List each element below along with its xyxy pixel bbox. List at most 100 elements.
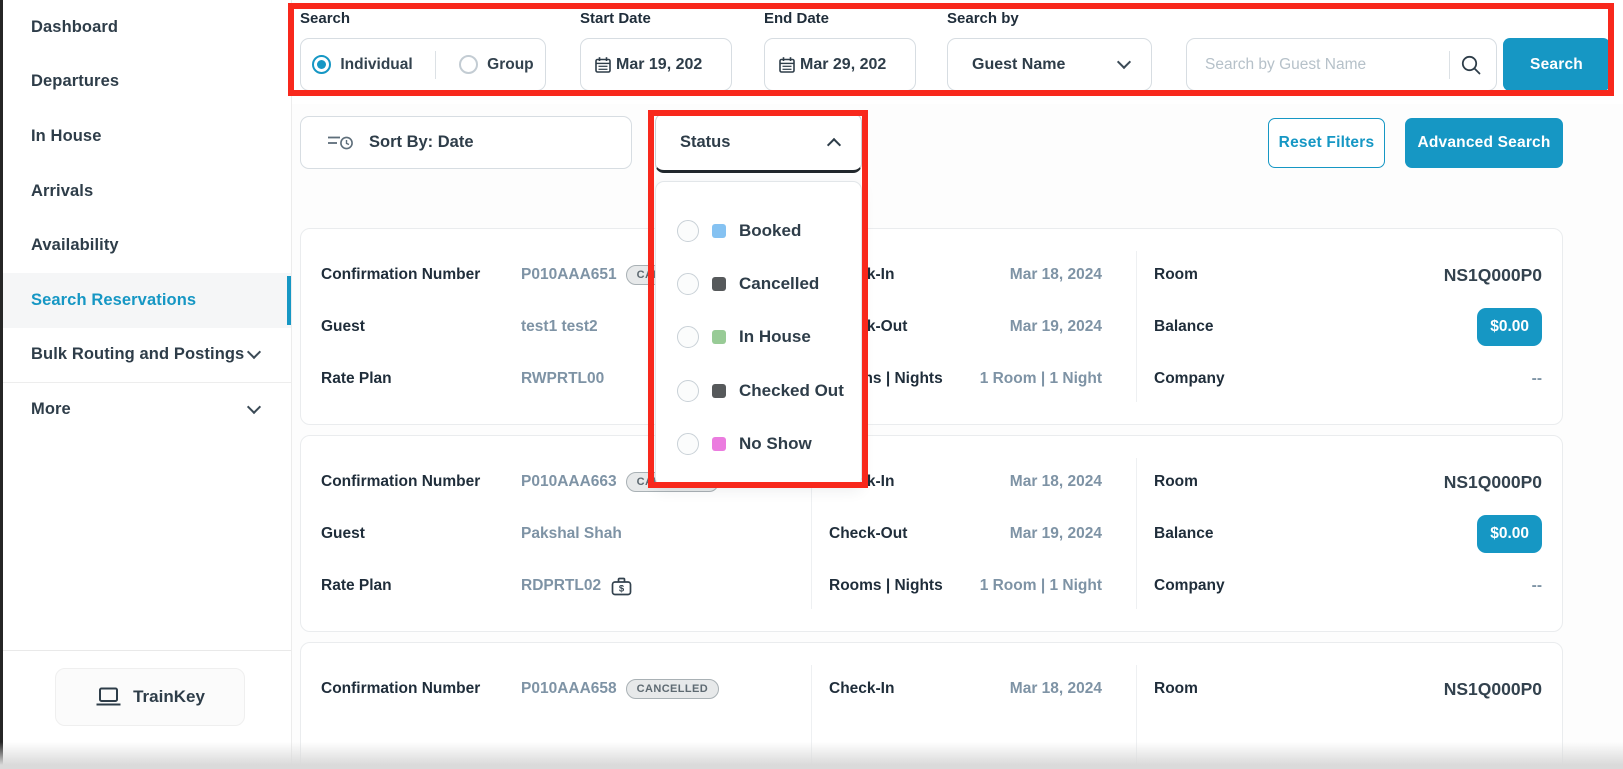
search-by-select[interactable]: Guest Name [947,38,1152,91]
booked-color-swatch [712,223,726,238]
sidebar-item-search-reservations[interactable]: Search Reservations [3,272,291,328]
check-in-date: Mar 18, 2024 [1009,266,1102,283]
status-option-cancelled[interactable]: Cancelled [656,257,861,310]
rooms-nights-value: 1 Room | 1 Night [979,370,1102,387]
sort-by-date-icon [328,136,353,149]
confirmation-number: P010AAA663 [521,473,617,490]
status-option-radio[interactable] [677,273,699,296]
sort-by-label: Sort By: Date [369,133,474,151]
individual-radio-option[interactable]: Individual [312,55,413,74]
status-option-label: In House [739,327,811,347]
sidebar-item-label: More [31,400,71,419]
search-button[interactable]: Search [1503,38,1610,91]
company-label: Company [1154,370,1225,387]
card-room-column: Room NS1Q000P0 Balance $0.00 Company -- [1136,229,1562,424]
status-filter-dropdown[interactable]: Status [655,113,862,173]
card-room-column: Room NS1Q000P0 Balance $0.00 Company -- [1136,436,1562,631]
status-option-booked[interactable]: Booked [656,204,861,257]
sidebar-item-departures[interactable]: Departures [3,55,291,110]
rate-plan-label: Rate Plan [321,370,392,387]
room-label: Room [1154,266,1198,283]
check-in-date: Mar 18, 2024 [1009,473,1102,490]
confirmation-label: Confirmation Number [321,266,481,283]
trainkey-label: TrainKey [133,687,205,706]
room-code: NS1Q000P0 [1443,471,1542,492]
sidebar-item-label: Availability [31,236,119,255]
status-dropdown-panel: Booked Cancelled In House Checked Out No… [655,181,862,487]
chevron-up-icon [826,137,842,153]
company-value: -- [1531,370,1542,387]
cancelled-color-swatch [712,277,726,292]
search-by-label: Search by [947,10,1019,27]
sidebar-item-bulk-routing-and-postings[interactable]: Bulk Routing and Postings [3,328,291,383]
sidebar-item-more[interactable]: More [3,382,291,437]
status-badge: CANCELLED [625,679,720,699]
balance-label: Balance [1154,318,1214,335]
search-input[interactable] [1205,55,1439,74]
status-option-radio[interactable] [677,433,699,456]
sidebar-item-arrivals[interactable]: Arrivals [3,164,291,219]
check-out-label: Check-Out [829,525,908,542]
balance-amount-button[interactable]: $0.00 [1477,308,1542,346]
radio-group-divider [435,50,437,79]
check-in-date: Mar 18, 2024 [1009,680,1102,697]
sidebar-item-label: In House [31,126,102,145]
laptop-icon [96,687,121,706]
room-code: NS1Q000P0 [1443,264,1542,285]
confirmation-number: P010AAA651 [521,266,617,283]
check-out-date: Mar 19, 2024 [1009,525,1102,542]
confirmation-label: Confirmation Number [321,473,481,490]
card-room-column: Room NS1Q000P0 [1136,643,1562,769]
balance-amount-button[interactable]: $0.00 [1477,515,1542,553]
radio-unselected-icon[interactable] [459,55,479,74]
trainkey-button[interactable]: TrainKey [55,668,245,726]
status-option-label: Booked [739,220,802,240]
search-type-radio-group: Individual Group [300,38,546,91]
confirmation-number: P010AAA658 [521,680,617,697]
status-option-no-show[interactable]: No Show [656,418,861,471]
status-option-in-house[interactable]: In House [656,311,861,364]
status-option-checked-out[interactable]: Checked Out [656,364,861,417]
end-date-value: Mar 29, 2024 [800,55,886,73]
check-in-label: Check-In [829,680,895,697]
guest-name: Pakshal Shah [521,525,622,542]
reservation-card[interactable]: Confirmation Number P010AAA658 CANCELLED… [300,642,1563,769]
search-by-selected-value: Guest Name [972,55,1066,73]
rooms-nights-label: Rooms | Nights [829,577,943,594]
sidebar-item-dashboard[interactable]: Dashboard [3,0,291,55]
reservation-card[interactable]: Confirmation Number P010AAA663 CANCELLED… [300,435,1563,632]
card-guest-column: Confirmation Number P010AAA658 CANCELLED [301,643,811,769]
sidebar-item-label: Bulk Routing and Postings [31,345,245,364]
status-option-radio[interactable] [677,219,699,242]
status-filter-label: Status [680,132,731,151]
sidebar-item-availability[interactable]: Availability [3,218,291,273]
chevron-down-icon [246,399,262,415]
reservation-card[interactable]: Confirmation Number P010AAA651 CANCELLED… [300,228,1563,425]
room-label: Room [1154,680,1198,697]
search-field-divider [1449,50,1450,79]
status-option-radio[interactable] [677,326,699,349]
start-date-field[interactable]: Mar 19, 2024 [580,38,732,91]
room-label: Room [1154,473,1198,490]
guest-label: Guest [321,525,365,542]
reset-filters-button[interactable]: Reset Filters [1268,118,1385,168]
status-option-radio[interactable] [677,379,699,402]
guest-name-search-field [1186,38,1497,91]
search-icon[interactable] [1460,54,1482,76]
end-date-field[interactable]: Mar 29, 2024 [764,38,916,91]
no-show-color-swatch [712,437,726,452]
advanced-search-button[interactable]: Advanced Search [1405,118,1563,168]
sidebar-item-in-house[interactable]: In House [3,109,291,164]
rate-plan-code: RWPRTL00 [521,370,605,387]
start-date-label: Start Date [580,10,651,27]
sort-by-control[interactable]: Sort By: Date [300,116,632,169]
card-dates-column: Check-In Mar 18, 2024 Check-Out Mar 19, … [811,436,1136,631]
group-radio-option[interactable]: Group [459,55,534,74]
radio-selected-icon[interactable] [312,55,332,74]
group-radio-label: Group [487,55,534,73]
individual-radio-label: Individual [340,55,413,73]
sidebar-item-label: Search Reservations [31,290,197,309]
room-code: NS1Q000P0 [1443,678,1542,699]
check-out-date: Mar 19, 2024 [1009,318,1102,335]
sidebar-item-label: Departures [31,72,120,91]
